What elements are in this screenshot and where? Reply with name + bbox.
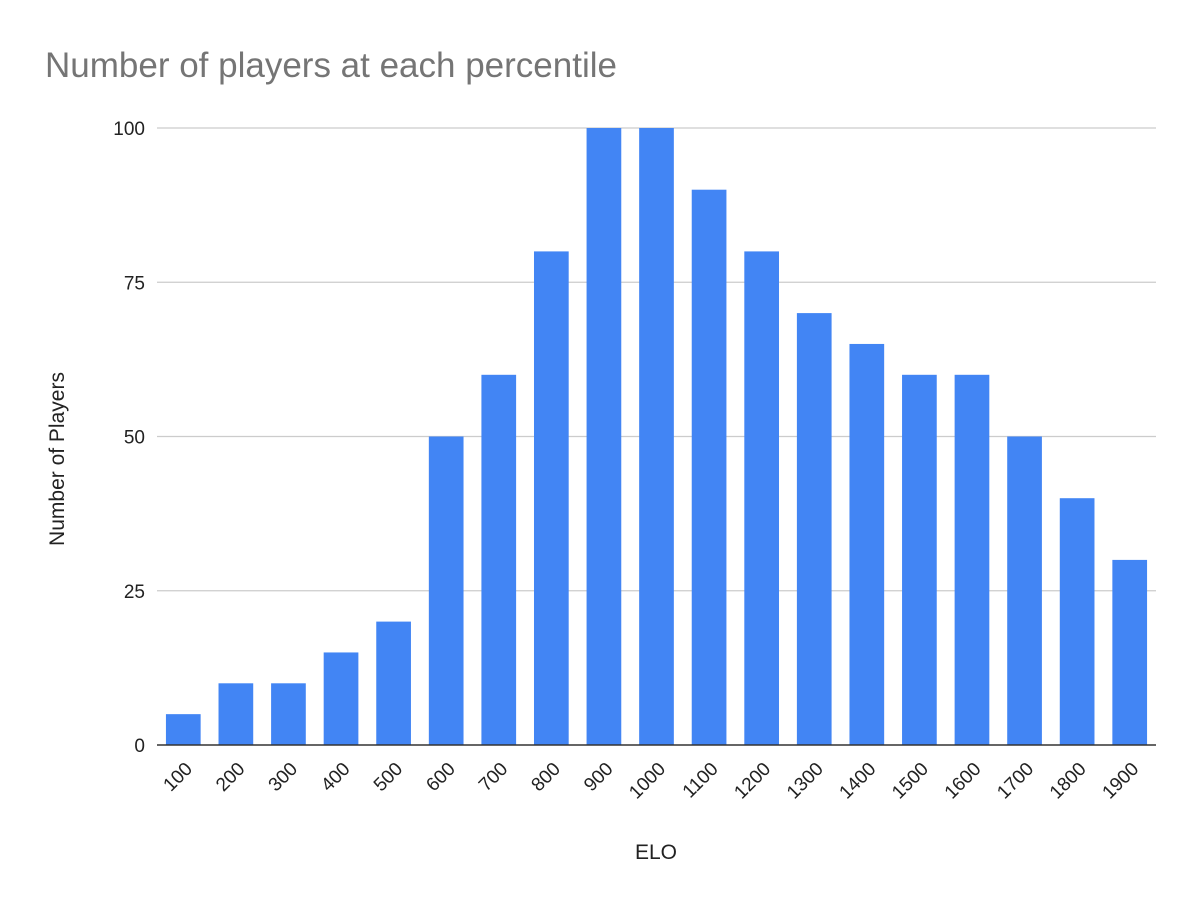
bar-1700: [1007, 436, 1042, 745]
x-tick-label: 1900: [1098, 759, 1143, 804]
y-tick-label: 100: [113, 119, 145, 140]
bar-1300: [796, 313, 832, 745]
x-tick-label: 1800: [1046, 759, 1091, 804]
y-tick-label: 25: [124, 582, 145, 603]
bars: [165, 128, 1148, 745]
bar-1000: [639, 128, 674, 745]
y-tick-label: 0: [134, 736, 145, 757]
x-tick-label: 1200: [730, 759, 775, 804]
bar-800: [533, 251, 569, 745]
x-tick-label: 1000: [625, 759, 670, 804]
y-axis-label: Number of Players: [46, 372, 69, 546]
x-axis-label: ELO: [635, 841, 677, 864]
bar-1500: [902, 374, 937, 745]
x-tick-label: 400: [317, 759, 354, 796]
bar-1400: [849, 343, 885, 745]
x-axis-ticks: 100 200 300 400 500 600 700 800 900 1000 1100 1200 1…: [160, 759, 1144, 804]
x-tick-label: 500: [370, 759, 407, 796]
bar-600: [428, 436, 464, 745]
x-tick-label: 1500: [888, 759, 933, 804]
bar-900: [586, 128, 622, 745]
bar-1200: [744, 251, 780, 745]
bar-500: [376, 621, 411, 745]
bar-400: [323, 652, 359, 745]
y-tick-label: 75: [124, 273, 145, 294]
x-tick-label: 100: [160, 759, 197, 796]
x-tick-label: 1400: [836, 759, 881, 804]
bar-1900: [1112, 559, 1148, 745]
chart-title: Number of players at each percentile: [45, 46, 617, 85]
bar-300: [271, 683, 306, 745]
y-axis-ticks: 0 25 50 75 100: [113, 119, 145, 757]
x-tick-label: 1100: [679, 759, 723, 803]
bar-1100: [691, 189, 727, 745]
x-tick-label: 800: [528, 759, 565, 796]
bar-1600: [954, 374, 990, 745]
x-tick-label: 1300: [783, 759, 828, 804]
bar-200: [218, 683, 254, 745]
x-tick-label: 900: [580, 759, 617, 796]
x-tick-label: 1600: [941, 759, 986, 804]
bar-100: [165, 714, 201, 745]
x-tick-label: 200: [212, 759, 249, 796]
x-tick-label: 600: [422, 759, 459, 796]
y-tick-label: 50: [124, 428, 145, 449]
bar-700: [481, 374, 517, 745]
x-tick-label: 700: [475, 759, 512, 796]
x-tick-label: 300: [265, 759, 302, 796]
bar-1800: [1059, 498, 1095, 745]
x-tick-label: 1700: [993, 759, 1038, 804]
